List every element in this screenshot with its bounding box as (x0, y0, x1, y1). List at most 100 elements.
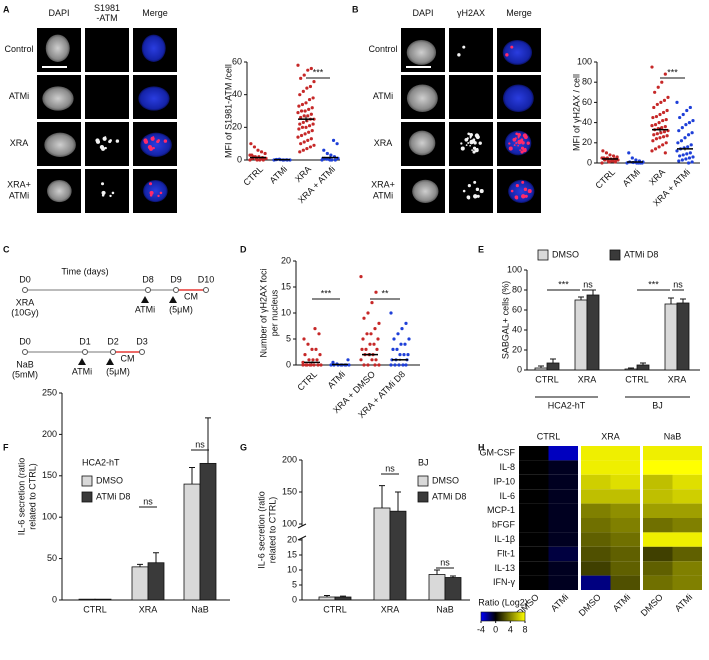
error-bar (590, 289, 596, 295)
data-point (630, 156, 634, 160)
x-tick-label: ATMi (326, 369, 347, 390)
data-point (650, 124, 654, 128)
panel-label: A (3, 4, 10, 14)
error-bar (450, 575, 456, 578)
column-label: DMSO (577, 592, 603, 618)
bar (574, 299, 588, 371)
heatmap-cell (519, 546, 549, 562)
heatmap-cell (519, 446, 549, 461)
focus (517, 144, 519, 147)
data-point (653, 123, 658, 127)
data-point (393, 363, 397, 367)
treatment-label: NaB (16, 359, 34, 369)
column-group-label: NaB (664, 431, 682, 441)
legend-label: ATMi D8 (432, 491, 466, 501)
data-point (299, 142, 303, 146)
data-point (303, 353, 307, 357)
focus (517, 139, 522, 144)
row-label: IL-13 (494, 563, 515, 573)
drug-arrow (78, 358, 86, 365)
data-point (302, 114, 306, 118)
heatmap-cell (610, 532, 640, 547)
x-tick-label: NaB (191, 604, 209, 614)
day-marker (145, 287, 151, 293)
data-point (653, 90, 657, 94)
bar (147, 562, 165, 601)
significance-label: ns (143, 496, 153, 506)
panel-label: E (478, 244, 484, 254)
row-label: IFN-γ (493, 577, 515, 587)
bar (444, 577, 462, 601)
data-point (678, 154, 682, 158)
bar (624, 368, 638, 371)
data-point (300, 125, 305, 129)
data-point (396, 332, 400, 336)
focus (157, 194, 160, 198)
data-point (248, 153, 252, 157)
row-label: Control (368, 44, 397, 54)
y-tick-label: 0 (237, 154, 242, 164)
legend-swatch (537, 249, 549, 261)
error-bar (680, 298, 686, 303)
chart-title: HCA2-hT (82, 457, 120, 467)
data-point (679, 139, 684, 143)
colorbar (480, 611, 526, 622)
row-label: XRA+ ATMi (7, 180, 31, 201)
data-point (302, 337, 306, 341)
data-point (664, 117, 668, 122)
group-label: BJ (652, 400, 663, 410)
legend-label: ATMi D8 (96, 491, 130, 501)
focus (474, 196, 478, 199)
data-point (685, 108, 689, 113)
data-point (677, 129, 681, 133)
focus (101, 194, 105, 197)
heatmap-cell (643, 503, 673, 518)
bar (676, 302, 690, 371)
focus (476, 194, 480, 198)
data-point (324, 157, 329, 161)
heatmap-cell (610, 489, 640, 504)
row-label-line: ATMi (9, 191, 29, 201)
y-tick-label: 0 (587, 157, 592, 167)
row-label: XRA (374, 138, 393, 148)
heatmap-cell (672, 575, 702, 590)
column-header: Merge (506, 8, 532, 18)
data-point (373, 327, 377, 331)
data-point (300, 102, 305, 107)
data-point (375, 347, 379, 351)
data-point (322, 148, 326, 152)
data-point (311, 358, 315, 362)
y-axis-label-line: per nucleus (270, 289, 280, 336)
data-point (662, 98, 667, 102)
y-tick-label: 15 (287, 549, 297, 559)
data-point (403, 342, 407, 346)
data-point (301, 89, 305, 93)
x-tick-label: XRA (668, 374, 687, 384)
error-bar (550, 358, 556, 363)
nucleus (406, 39, 437, 65)
data-point (604, 151, 609, 155)
data-point (627, 151, 631, 155)
focus (460, 142, 463, 145)
data-point (329, 363, 333, 367)
y-tick-label: 0 (52, 594, 57, 604)
data-point (664, 141, 668, 145)
data-point (663, 151, 667, 155)
data-point (689, 143, 693, 147)
heatmap-cell (672, 474, 702, 490)
micrograph (449, 75, 493, 119)
data-point (325, 151, 329, 156)
data-point (657, 121, 661, 125)
drug-arrow (106, 358, 114, 365)
focus (475, 187, 480, 192)
data-point (652, 105, 656, 110)
y-axis-label: IL-6 secretion (ratiorelated to CTRL) (17, 458, 38, 536)
focus (469, 139, 474, 144)
significance-label: *** (558, 279, 569, 289)
row-label-line: XRA+ (371, 180, 395, 190)
micrograph (85, 28, 129, 72)
data-point (660, 80, 664, 84)
data-point (309, 137, 313, 141)
nucleus (141, 34, 166, 62)
